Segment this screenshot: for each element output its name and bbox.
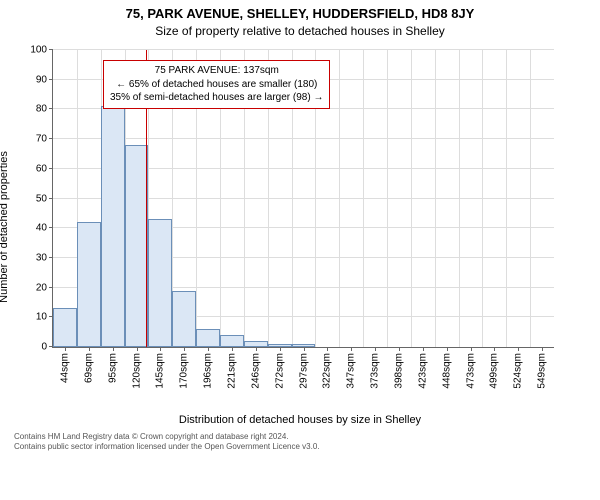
- y-tick: [49, 108, 53, 109]
- x-tick: [208, 347, 209, 351]
- bar: [172, 291, 196, 347]
- x-tick-label: 145sqm: [155, 353, 166, 389]
- x-tick-label: 473sqm: [465, 353, 476, 389]
- x-tick-label: 373sqm: [370, 353, 381, 389]
- x-tick: [327, 347, 328, 351]
- y-tick: [49, 287, 53, 288]
- y-tick-label: 70: [36, 134, 47, 145]
- x-tick-label: 69sqm: [83, 353, 94, 383]
- x-tick-label: 196sqm: [203, 353, 214, 389]
- y-tick: [49, 49, 53, 50]
- callout-line: ← 65% of detached houses are smaller (18…: [110, 78, 323, 92]
- y-tick: [49, 138, 53, 139]
- bar: [101, 106, 125, 347]
- bar: [220, 335, 244, 347]
- y-tick-label: 50: [36, 193, 47, 204]
- footer-line-1: Contains HM Land Registry data © Crown c…: [14, 432, 600, 442]
- y-tick-label: 100: [30, 45, 47, 56]
- x-tick-label: 297sqm: [298, 353, 309, 389]
- x-tick: [351, 347, 352, 351]
- x-tick-label: 272sqm: [274, 353, 285, 389]
- x-tick: [518, 347, 519, 351]
- plot-area: 010203040506070809010044sqm69sqm95sqm120…: [52, 50, 554, 348]
- x-tick: [160, 347, 161, 351]
- title-main: 75, PARK AVENUE, SHELLEY, HUDDERSFIELD, …: [0, 6, 600, 21]
- y-tick-label: 30: [36, 252, 47, 263]
- x-tick: [447, 347, 448, 351]
- x-tick-label: 448sqm: [441, 353, 452, 389]
- y-tick: [49, 79, 53, 80]
- x-axis-label: Distribution of detached houses by size …: [0, 414, 600, 426]
- x-tick: [542, 347, 543, 351]
- grid-line: [411, 50, 412, 347]
- grid-line: [506, 50, 507, 347]
- y-axis-label: Number of detached properties: [0, 151, 10, 303]
- grid-line: [53, 108, 554, 109]
- grid-line: [435, 50, 436, 347]
- grid-line: [530, 50, 531, 347]
- x-tick-label: 246sqm: [250, 353, 261, 389]
- y-tick: [49, 227, 53, 228]
- callout-line: 75 PARK AVENUE: 137sqm: [110, 64, 323, 78]
- x-tick: [256, 347, 257, 351]
- x-tick-label: 499sqm: [489, 353, 500, 389]
- grid-line: [363, 50, 364, 347]
- y-tick-label: 60: [36, 163, 47, 174]
- callout-box: 75 PARK AVENUE: 137sqm← 65% of detached …: [103, 60, 330, 109]
- callout-line: 35% of semi-detached houses are larger (…: [110, 91, 323, 105]
- x-tick-label: 347sqm: [346, 353, 357, 389]
- chart-area: Number of detached properties 0102030405…: [8, 42, 568, 412]
- y-tick-label: 20: [36, 282, 47, 293]
- grid-line: [53, 138, 554, 139]
- x-tick-label: 95sqm: [107, 353, 118, 383]
- bar: [148, 219, 172, 347]
- y-tick-label: 40: [36, 223, 47, 234]
- x-tick: [89, 347, 90, 351]
- x-tick: [232, 347, 233, 351]
- grid-line: [387, 50, 388, 347]
- x-tick: [137, 347, 138, 351]
- x-tick-label: 322sqm: [322, 353, 333, 389]
- x-tick: [423, 347, 424, 351]
- x-tick-label: 44sqm: [59, 353, 70, 383]
- x-tick: [280, 347, 281, 351]
- y-tick: [49, 168, 53, 169]
- y-tick-label: 90: [36, 74, 47, 85]
- grid-line: [339, 50, 340, 347]
- x-tick: [399, 347, 400, 351]
- x-tick: [184, 347, 185, 351]
- title-sub: Size of property relative to detached ho…: [0, 24, 600, 38]
- bar: [196, 329, 220, 347]
- x-tick-label: 398sqm: [393, 353, 404, 389]
- bar: [77, 222, 101, 347]
- grid-line: [482, 50, 483, 347]
- y-tick: [49, 198, 53, 199]
- y-tick-label: 0: [41, 342, 47, 353]
- x-tick-label: 524sqm: [513, 353, 524, 389]
- x-tick: [113, 347, 114, 351]
- x-tick-label: 221sqm: [226, 353, 237, 389]
- y-tick: [49, 257, 53, 258]
- x-tick-label: 423sqm: [417, 353, 428, 389]
- bar: [53, 308, 77, 347]
- x-tick-label: 120sqm: [131, 353, 142, 389]
- x-tick-label: 549sqm: [537, 353, 548, 389]
- x-tick-label: 170sqm: [179, 353, 190, 389]
- x-tick: [494, 347, 495, 351]
- x-tick: [304, 347, 305, 351]
- grid-line: [459, 50, 460, 347]
- footer-line-2: Contains public sector information licen…: [14, 442, 600, 452]
- x-tick: [471, 347, 472, 351]
- footer: Contains HM Land Registry data © Crown c…: [14, 432, 600, 452]
- x-tick: [375, 347, 376, 351]
- x-tick: [65, 347, 66, 351]
- grid-line: [53, 49, 554, 50]
- y-tick-label: 80: [36, 104, 47, 115]
- y-tick-label: 10: [36, 312, 47, 323]
